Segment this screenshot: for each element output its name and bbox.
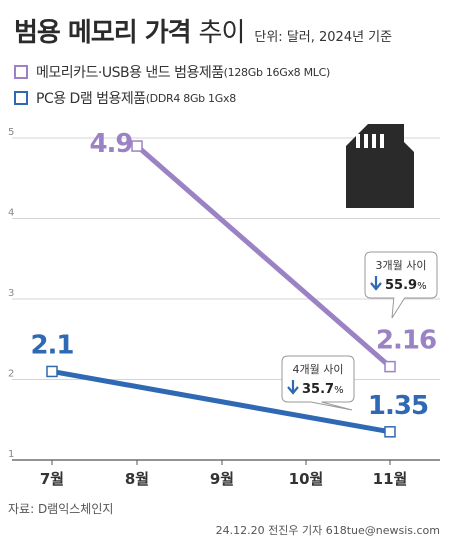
y-tick-label: 3 [8,288,14,299]
down-arrow-icon [287,380,299,395]
annotation-change-unit: % [417,281,427,292]
series-line-dram [51,368,391,435]
memory-card-pin [356,134,360,148]
data-label-dram: 1.35 [368,391,428,421]
legend-swatch-nand [14,65,28,79]
x-tick-label: 9월 [210,470,234,488]
legend-item-nand: 메모리카드·USB용 낸드 범용제품 (128Gb 16Gx8 MLC) [14,62,434,82]
y-tick-label: 1 [8,449,14,460]
annotation-change-unit: % [334,385,344,396]
legend-label-dram: PC용 D램 범용제품 [36,91,146,107]
legend: 메모리카드·USB용 낸드 범용제품 (128Gb 16Gx8 MLC) PC용… [14,62,434,114]
legend-label-nand: 메모리카드·USB용 낸드 범용제품 [36,65,224,81]
data-point-nand [384,360,396,373]
y-tick-label: 4 [8,208,14,219]
annotation-change-value: 55.9 [385,278,417,293]
chart-title: 범용 메모리 가격 [14,18,192,48]
x-tick-label: 8월 [125,470,149,488]
x-tick-label: 7월 [40,470,64,488]
legend-swatch-dram [14,91,28,105]
annotation-period: 4개월 사이 [293,363,344,376]
x-tick-label: 11월 [373,470,408,488]
source-note: 자료: D램익스체인지 [8,502,114,516]
data-label-nand: 2.16 [376,326,436,356]
unit-label: 단위: 달러, 2024년 기준 [254,30,393,45]
series-line-nand [135,144,392,369]
memory-card-pin [364,134,368,148]
chart-header: 범용 메모리 가격 추이 단위: 달러, 2024년 기준 [14,12,444,48]
annotation-change-value: 35.7 [302,382,334,397]
memory-card-pin [372,134,376,148]
data-label-dram: 2.1 [30,330,73,360]
data-point-dram [384,426,396,438]
y-tick-label: 2 [8,369,14,380]
y-tick-label: 5 [8,127,14,138]
data-point-nand [131,140,143,152]
x-tick-label: 10월 [289,470,324,488]
annotation-callout [281,355,355,411]
annotation-change: 35.7% [302,382,344,397]
legend-note-dram: (DDR4 8Gb 1Gx8 [145,91,237,105]
memory-card-icon [346,124,414,208]
credit-line: 24.12.20 전진우 기자 618tue@newsis.com [215,524,440,537]
data-point-dram [46,365,58,378]
annotation-callout [364,251,438,319]
annotation-change: 55.9% [385,278,427,293]
data-label-nand: 4.9 [89,129,132,159]
legend-item-dram: PC용 D램 범용제품 (DDR4 8Gb 1Gx8 [14,88,434,108]
chart-title-suffix: 추이 [198,18,246,48]
legend-note-nand: (128Gb 16Gx8 MLC) [223,65,331,79]
annotation-period: 3개월 사이 [376,259,427,272]
down-arrow-icon [370,276,382,291]
memory-card-pin [380,134,384,148]
